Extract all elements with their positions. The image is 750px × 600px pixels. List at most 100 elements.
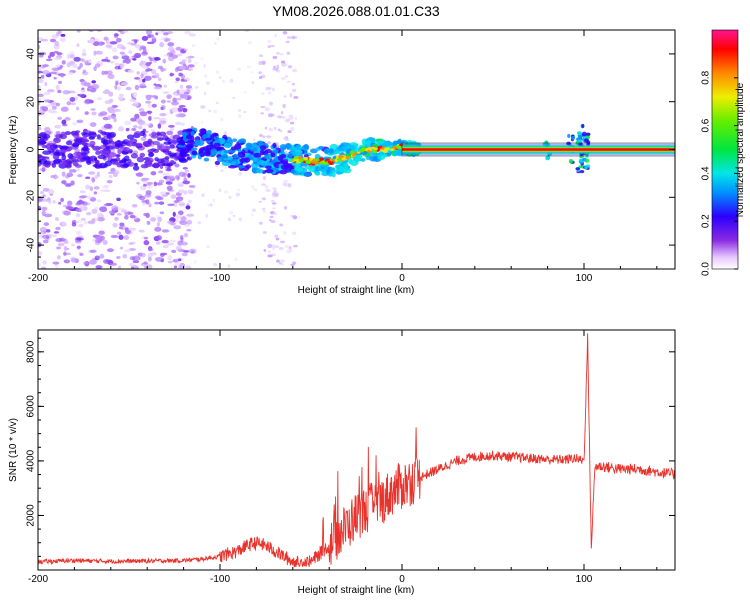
spectrogram-cell: [346, 155, 350, 160]
spectrogram-cell: [136, 156, 145, 163]
spectrogram-cell: [83, 261, 89, 265]
spectrogram-cell: [173, 200, 180, 203]
spectrogram-cell: [258, 159, 266, 166]
spectrogram-cell: [39, 191, 45, 194]
spectrogram-cell: [44, 81, 48, 87]
spectrogram-cell: [124, 58, 131, 64]
spectrogram-cell: [287, 130, 292, 134]
spectrogram-cell: [281, 116, 286, 119]
snr-xtick-label: -200: [28, 574, 48, 585]
spectrogram-cell: [287, 65, 293, 69]
spectrogram-cell: [98, 162, 107, 169]
spectrogram-cell: [365, 140, 371, 146]
colorbar-tick-label: 0.4: [701, 166, 712, 180]
spectrogram-cell: [107, 73, 115, 80]
spectrogram-cell: [91, 218, 96, 223]
spectrogram-cell: [41, 167, 46, 173]
spectrogram-cell: [335, 155, 339, 160]
spectrogram-cell: [284, 245, 290, 248]
spectrogram-cell: [227, 217, 232, 222]
spectrogram-cell: [105, 259, 112, 263]
spectrogram-cell: [151, 36, 156, 40]
spectrogram-cell: [128, 227, 137, 231]
spectrogram-cell: [138, 229, 145, 233]
spectrogram-cell: [136, 71, 140, 75]
spectrogram-cell: [138, 195, 146, 201]
spectrogram-cell: [124, 120, 132, 126]
spectrogram-cell: [67, 200, 73, 206]
spectrogram-cell: [130, 117, 137, 122]
spectrogram-cell: [182, 79, 188, 83]
spectrogram-cell: [167, 46, 175, 52]
spectrogram-cell: [143, 261, 148, 265]
spectrogram-cell: [61, 154, 67, 161]
spectrogram-xtick-label: 100: [576, 273, 593, 284]
spectrogram-cell: [154, 226, 162, 232]
spectrogram-cell: [61, 180, 67, 184]
spectrogram-cell: [92, 41, 100, 47]
spectrogram-cell: [236, 67, 242, 71]
spectrogram-cell: [40, 38, 49, 42]
spectrogram-cell: [165, 192, 170, 195]
spectrogram-cell: [55, 31, 61, 37]
spectrogram-cell: [140, 185, 147, 191]
spectrogram-cell: [175, 77, 180, 82]
spectrogram-cell: [293, 95, 299, 99]
spectrogram-cell: [59, 146, 68, 151]
spectrogram-cell: [279, 223, 284, 227]
spectrogram-y-label: Frequency (Hz): [8, 116, 19, 185]
spectrogram-cell: [106, 248, 114, 253]
spectrogram-cell: [51, 105, 57, 110]
spectrogram-cell: [273, 189, 277, 194]
spectrogram-cell: [198, 148, 205, 155]
spectrogram-cell: [273, 65, 276, 69]
spectrogram-cell: [253, 138, 256, 142]
spectrogram-cell: [292, 215, 298, 220]
spectrogram-cell: [168, 124, 175, 128]
spectrogram-cell: [143, 236, 149, 240]
spectrogram-cell: [288, 116, 294, 120]
spectrogram-cell: [123, 249, 132, 253]
spectrogram-cell: [274, 33, 277, 38]
spectrogram-cell: [185, 265, 192, 269]
spectrogram-cell: [136, 181, 140, 185]
spectrogram-cell: [361, 147, 367, 150]
spectrogram-cell: [94, 174, 98, 179]
spectrogram-cell: [104, 132, 111, 136]
spectrogram-cell: [258, 133, 263, 137]
spectrogram-cell: [132, 165, 140, 171]
spectrogram-cell: [182, 180, 191, 185]
spectrogram-cell: [80, 217, 86, 222]
spectrogram-cell: [159, 191, 168, 196]
spectrogram-cell: [279, 53, 284, 56]
spectrogram-cell: [154, 72, 160, 79]
spectrogram-cell: [143, 123, 151, 127]
spectrogram-cell: [157, 123, 162, 129]
spectrogram-cell: [117, 265, 122, 269]
spectrogram-cell: [134, 44, 142, 49]
spectrogram-cell: [229, 78, 234, 83]
snr-ytick-label: 2000: [26, 504, 37, 527]
spectrogram-cell: [76, 200, 85, 205]
spectrogram-cell: [200, 153, 205, 157]
spectrogram-cell: [260, 105, 265, 109]
spectrogram-cell: [271, 187, 277, 190]
spectrogram-cell: [282, 136, 287, 140]
spectrogram-cell: [49, 38, 57, 43]
spectrogram-xtick-label: -200: [28, 273, 48, 284]
spectrogram-cell: [65, 205, 74, 210]
spectrogram-cell: [308, 166, 316, 173]
spectrogram-cell: [101, 70, 105, 76]
spectrogram-cell: [125, 127, 130, 132]
spectrogram-cell: [167, 220, 174, 224]
spectrogram-cell: [179, 158, 188, 163]
spectrogram-cell: [301, 167, 308, 174]
spectrogram-cell: [154, 256, 163, 261]
spectrogram-cell: [101, 58, 108, 62]
spectrogram-cell: [158, 170, 164, 174]
spectrogram-cell: [102, 184, 110, 189]
spectrogram-cell: [81, 87, 85, 90]
spectrogram-cell: [79, 195, 88, 199]
spectrogram-cell: [39, 105, 45, 111]
spectrogram-cell: [246, 65, 252, 69]
